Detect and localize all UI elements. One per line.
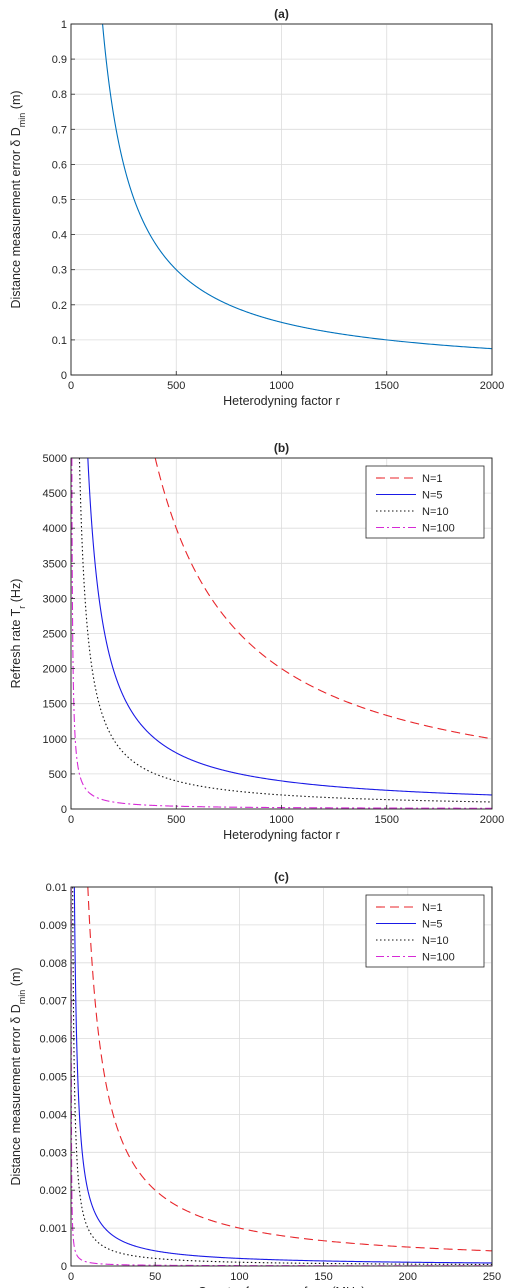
legend-label-n10: N=10 [422, 935, 449, 947]
y-tick-label: 2000 [43, 664, 67, 676]
y-tick-label: 0.003 [39, 1147, 67, 1159]
y-axis-label: Distance measurement error δ Dmin (m) [9, 967, 27, 1185]
x-tick-label: 2000 [480, 814, 504, 826]
x-tick-label: 0 [68, 380, 74, 392]
y-tick-label: 0.006 [39, 1034, 67, 1046]
y-tick-label: 0 [61, 804, 67, 816]
legend-label-n1: N=1 [422, 473, 443, 485]
x-tick-label: 1500 [375, 814, 399, 826]
x-tick-label: 0 [68, 1271, 74, 1283]
y-tick-label: 2500 [43, 629, 67, 641]
legend-box [365, 894, 485, 968]
y-tick-label: 0.007 [39, 996, 67, 1008]
legend-label-n100: N=100 [422, 523, 455, 535]
label-main: Distance measurement error δ D [9, 127, 23, 308]
y-axis-label: Refresh rate Tr (Hz) [9, 579, 27, 689]
y-tick-label: 0.009 [39, 920, 67, 932]
y-tick-label: 4000 [43, 523, 67, 535]
series-line-n1 [87, 887, 492, 1252]
series-line-n100 [71, 458, 492, 809]
legend-label-n100: N=100 [422, 952, 455, 964]
y-tick-label: 0.7 [52, 124, 67, 136]
y-tick-label: 0.01 [46, 882, 67, 894]
panel-title: (a) [274, 7, 289, 21]
y-tick-label: 3500 [43, 558, 67, 570]
series-line-curve [102, 24, 492, 350]
y-tick-label: 0 [61, 370, 67, 382]
label-tail: (Hz) [9, 579, 23, 606]
x-tick-label: 1000 [269, 814, 293, 826]
x-tick-label: 1500 [375, 380, 399, 392]
series-line-n1 [154, 458, 492, 740]
x-tick-label: 50 [149, 1271, 161, 1283]
series-line-n10 [78, 458, 492, 803]
label-tail: (m) [9, 967, 23, 989]
panel-c: 0 50 100 150 200 250 0 0.001 0.002 0.003 0.004 0.00… [9, 870, 501, 1288]
x-tick-label: 2000 [480, 380, 504, 392]
y-tick-label: 1500 [43, 699, 67, 711]
label-main: Distance measurement error δ D [9, 1004, 23, 1185]
label-subscript: min [17, 113, 27, 128]
y-tick-label: 0.6 [52, 159, 67, 171]
label-main: Refresh rate T [9, 608, 23, 688]
y-tick-label: 0.5 [52, 195, 67, 207]
y-tick-label: 1 [61, 19, 67, 31]
y-tick-label: 0.3 [52, 265, 67, 277]
y-tick-label: 0.2 [52, 300, 67, 312]
y-tick-label: 3000 [43, 593, 67, 605]
label-main: Counter frequency f [198, 1285, 308, 1288]
x-tick-label: 500 [167, 380, 185, 392]
label-subscript: r [17, 606, 27, 609]
legend-label-n10: N=10 [422, 506, 449, 518]
y-tick-label: 0.8 [52, 89, 67, 101]
y-tick-label: 0.002 [39, 1185, 67, 1197]
y-tick-label: 0.4 [52, 230, 67, 242]
x-tick-label: 0 [68, 814, 74, 826]
series-line-n5 [73, 887, 492, 1264]
y-tick-label: 0.004 [39, 1109, 67, 1121]
x-tick-label: 100 [230, 1271, 248, 1283]
y-tick-label: 0.005 [39, 1072, 67, 1084]
series-group [71, 458, 492, 809]
y-tick-label: 0.008 [39, 958, 67, 970]
y-tick-label: 4500 [43, 488, 67, 500]
legend-box [365, 465, 485, 539]
legend: N=1 N=5 N=10 N=100 [365, 894, 485, 968]
y-tick-label: 0 [61, 1261, 67, 1273]
label-tail: (MHz) [328, 1285, 366, 1288]
series-line-n5 [87, 458, 492, 796]
label-tail: (m) [9, 90, 23, 112]
legend: N=1 N=5 N=10 N=100 [365, 465, 485, 539]
x-tick-label: 1000 [269, 380, 293, 392]
x-tick-label: 250 [483, 1271, 501, 1283]
label-subscript: min [17, 990, 27, 1005]
panel-title: (c) [274, 870, 289, 884]
y-tick-label: 0.1 [52, 335, 67, 347]
legend-label-n5: N=5 [422, 490, 443, 502]
x-axis-label: Counter frequency fclock (MHz) [198, 1285, 366, 1288]
y-tick-label: 5000 [43, 453, 67, 465]
legend-label-n1: N=1 [422, 902, 443, 914]
x-axis-label: Heterodyning factor r [223, 828, 340, 842]
x-tick-label: 150 [314, 1271, 332, 1283]
series-line-n100 [71, 887, 492, 1266]
series-group [102, 24, 492, 350]
legend-label-n5: N=5 [422, 919, 443, 931]
x-tick-label: 200 [399, 1271, 417, 1283]
y-tick-label: 1000 [43, 734, 67, 746]
y-tick-label: 0.001 [39, 1223, 67, 1235]
x-tick-label: 500 [167, 814, 185, 826]
y-tick-label: 500 [49, 769, 67, 781]
y-tick-label: 0.9 [52, 54, 67, 66]
panel-title: (b) [274, 441, 289, 455]
series-line-n10 [72, 887, 492, 1266]
x-axis-label: Heterodyning factor r [223, 394, 340, 408]
y-axis-label: Distance measurement error δ Dmin (m) [9, 90, 27, 308]
panel-a: 0 500 1000 1500 2000 0 0.1 0.2 0.3 0.4 0.5 0.6 0.7 0.… [9, 7, 504, 408]
series-group [71, 887, 492, 1266]
panel-b: 0 500 1000 1500 2000 0 500 1000 1500 2000 2500 3000… [9, 441, 504, 842]
